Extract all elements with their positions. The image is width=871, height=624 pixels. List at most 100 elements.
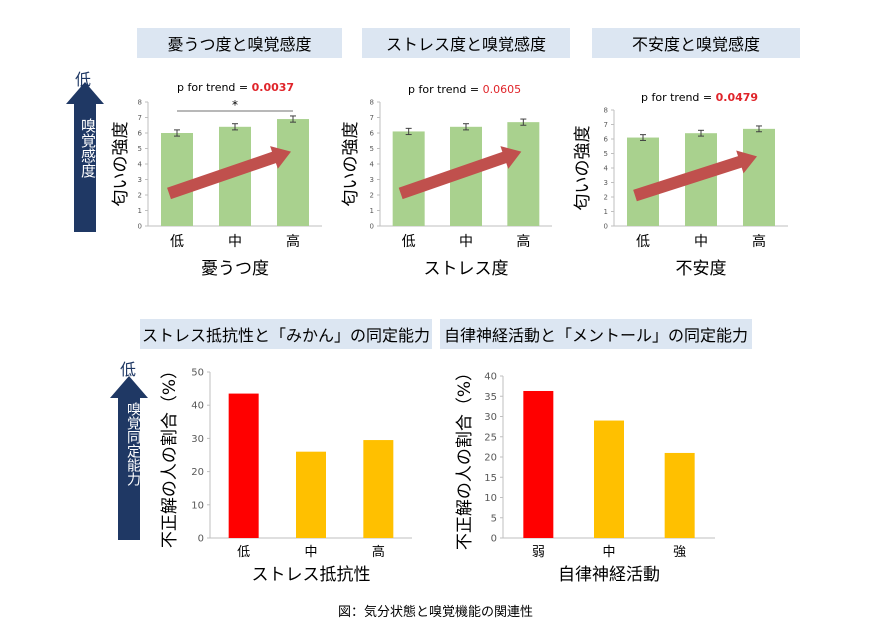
chart1-y-tick-label: 8	[138, 98, 142, 106]
chart2-y-label: 匂いの強度	[341, 122, 361, 207]
chart1-y-tick-label: 4	[138, 160, 143, 168]
top-low-label: 低	[75, 70, 92, 89]
chart3-y-tick-label: 1	[604, 208, 608, 216]
chart1-ptrend: p for trend = 0.0037	[177, 81, 295, 94]
chart3-y-label: 匂いの強度	[573, 126, 593, 211]
chart1-significance-mark: *	[232, 98, 238, 112]
chart5-y-tick-label: 25	[484, 432, 497, 443]
chart3-y-tick-label: 0	[604, 222, 608, 230]
chart2-x-label: ストレス度	[424, 259, 509, 279]
chart5-y-tick-label: 15	[484, 473, 497, 484]
chart2-y-tick-label: 4	[370, 160, 375, 168]
chart3-y-tick-label: 8	[604, 106, 608, 114]
chart3-y-tick-label: 2	[604, 193, 608, 201]
chart5-y-tick-label: 10	[484, 493, 497, 504]
chart4-bar-3	[363, 440, 394, 538]
chart2-bar-1	[392, 131, 425, 226]
chart4-y-tick-label: 30	[191, 434, 204, 445]
chart3-bar-3	[743, 128, 775, 226]
chart5-y-tick-label: 35	[484, 392, 497, 403]
chart3-category-label-3: 高	[752, 233, 766, 250]
chart4-bar-1	[228, 393, 259, 538]
chart2-y-tick-label: 2	[370, 191, 374, 199]
chart1-bar-3	[277, 119, 309, 226]
chart2-y-tick-label: 3	[370, 176, 374, 184]
chart2-y-tick-label: 8	[370, 98, 374, 106]
bottom-side-arrow	[110, 376, 148, 540]
figure-caption: 図：気分状態と嗅覚機能の関連性	[337, 605, 533, 620]
chart1-category-label-2: 中	[228, 234, 242, 250]
top-side-label: 嗅覚感度	[79, 118, 97, 178]
chart2-y-tick-label: 5	[370, 145, 374, 153]
chart3-title: 不安度と嗅覚感度	[592, 28, 800, 58]
chart5-x-label: 自律神経活動	[558, 565, 660, 585]
chart2-category-label-1: 低	[402, 234, 416, 250]
chart4-title: ストレス抵抗性と「みかん」の同定能力	[140, 319, 432, 349]
chart5-title: 自律神経活動と「メントール」の同定能力	[440, 319, 752, 349]
chart2-trend-arrow	[398, 146, 522, 200]
chart1-title: 憂うつ度と嗅覚感度	[137, 28, 342, 58]
chart2-y-tick-label: 1	[370, 207, 374, 215]
chart5-y-tick-label: 20	[484, 453, 497, 464]
bottom-low-label: 低	[120, 360, 137, 379]
chart5-y-tick-label: 0	[491, 534, 497, 545]
chart5-category-label-2: 中	[602, 545, 615, 560]
chart4-category-label-2: 中	[304, 545, 317, 560]
chart5-y-label: 不正解の人の割合（%）	[455, 364, 475, 550]
chart1-trend-arrow	[167, 146, 291, 200]
chart5-category-label-3: 強	[673, 545, 686, 560]
chart3-trend-arrow	[633, 150, 758, 202]
chart1-category-label-1: 低	[170, 234, 184, 250]
chart5-bar-1	[523, 390, 554, 538]
chart4-y-label: 不正解の人の割合（%）	[160, 362, 180, 548]
chart4-category-label-3: 高	[372, 544, 385, 560]
chart3-y-tick-label: 3	[604, 179, 608, 187]
chart5-bar-2	[594, 420, 624, 538]
chart2-category-label-2: 中	[459, 234, 473, 250]
chart3-y-tick-label: 4	[604, 164, 609, 172]
chart3-y-tick-label: 5	[604, 150, 608, 158]
chart4-y-tick-label: 40	[191, 401, 204, 412]
chart2-y-tick-label: 0	[370, 222, 374, 230]
chart1-y-tick-label: 5	[138, 145, 142, 153]
chart5-y-tick-label: 40	[484, 372, 497, 383]
chart1-y-tick-label: 7	[138, 114, 142, 122]
chart3-pvalue: 0.0479	[715, 91, 759, 104]
chart3-ptrend: p for trend = 0.0479	[641, 91, 759, 104]
chart5-bar-3	[664, 452, 695, 538]
chart2-pvalue: 0.0605	[482, 83, 522, 96]
chart3-trend-arrow-shape	[633, 150, 758, 202]
top-side-arrow	[66, 82, 104, 232]
chart2-y-tick-label: 7	[370, 114, 374, 122]
chart2-category-label-3: 高	[516, 233, 530, 250]
chart1-pvalue: 0.0037	[251, 81, 295, 94]
chart4-y-tick-label: 20	[191, 467, 204, 478]
chart5-y-tick-label: 5	[491, 513, 497, 524]
chart1-category-label-3: 高	[286, 233, 300, 250]
chart3-y-tick-label: 6	[604, 135, 609, 143]
chart2-ptrend: p for trend = 0.0605	[408, 83, 522, 96]
chart3-x-label: 不安度	[676, 259, 727, 279]
chart5-y-tick-label: 30	[484, 412, 497, 423]
chart1-x-label: 憂うつ度	[201, 259, 269, 279]
chart1-y-tick-label: 1	[138, 207, 142, 215]
chart1-trend-arrow-shape	[167, 146, 291, 200]
chart4-y-tick-label: 0	[198, 534, 204, 545]
chart2-bar-3	[507, 122, 540, 226]
chart1-y-label: 匂いの強度	[111, 122, 131, 207]
chart1-y-tick-label: 0	[138, 222, 142, 230]
chart4-bar-2	[296, 451, 326, 538]
chart3-y-tick-label: 7	[604, 121, 608, 129]
chart2-y-tick-label: 6	[370, 129, 375, 137]
chart3-bar-1	[627, 137, 659, 226]
chart2-title: ストレス度と嗅覚感度	[362, 28, 570, 58]
chart2-trend-arrow-shape	[398, 146, 522, 200]
chart3-category-label-1: 低	[636, 234, 650, 250]
bottom-side-label: 嗅覚同定能力	[125, 402, 141, 486]
chart1-y-tick-label: 3	[138, 176, 142, 184]
chart3-category-label-2: 中	[694, 234, 708, 250]
chart4-category-label-1: 低	[237, 545, 250, 560]
chart4-x-label: ストレス抵抗性	[252, 565, 371, 585]
chart1-y-tick-label: 2	[138, 191, 142, 199]
